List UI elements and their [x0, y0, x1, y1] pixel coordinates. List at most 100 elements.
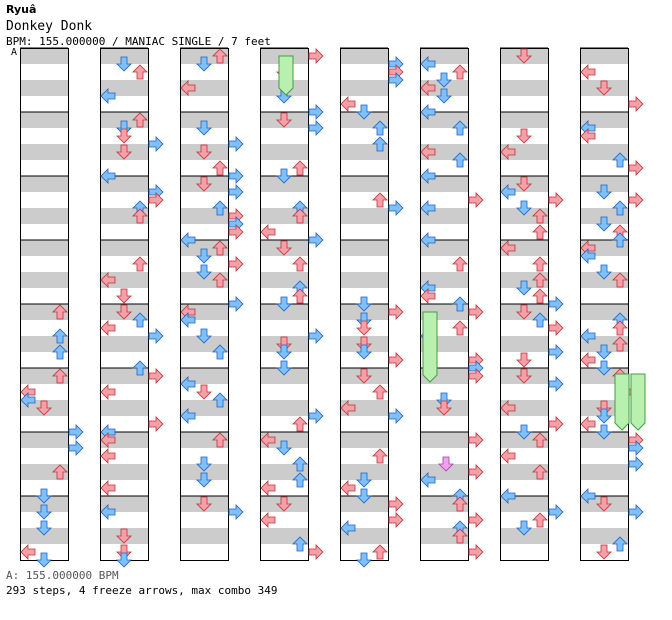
beat-stripe	[20, 416, 68, 432]
step-arrow	[228, 184, 244, 200]
beat-stripe	[180, 432, 228, 448]
beat-stripe	[260, 384, 308, 400]
beat-stripe	[260, 96, 308, 112]
beat-stripe	[340, 464, 388, 480]
beat-stripe	[100, 400, 148, 416]
beat-stripe	[260, 368, 308, 384]
step-arrow	[500, 448, 516, 464]
beat-stripe	[340, 144, 388, 160]
step-arrow	[36, 400, 52, 416]
beat-stripe	[260, 128, 308, 144]
beat-stripe	[580, 160, 628, 176]
beat-stripe	[340, 384, 388, 400]
step-arrow	[180, 376, 196, 392]
beat-stripe	[500, 336, 548, 352]
beat-stripe	[420, 224, 468, 240]
beat-stripe	[100, 496, 148, 512]
beat-stripe	[100, 48, 148, 64]
beat-stripe	[180, 448, 228, 464]
beat-stripe	[500, 192, 548, 208]
beat-stripe	[500, 64, 548, 80]
beat-stripe	[420, 384, 468, 400]
beat-stripe	[420, 240, 468, 256]
beat-stripe	[260, 416, 308, 432]
chart-column	[180, 47, 229, 561]
step-arrow	[228, 168, 244, 184]
beat-stripe	[420, 80, 468, 96]
column-border	[580, 48, 629, 561]
beat-stripe	[340, 128, 388, 144]
step-arrow	[132, 360, 148, 376]
step-arrow	[420, 472, 436, 488]
beat-stripe	[420, 64, 468, 80]
step-arrow	[180, 80, 196, 96]
step-arrow	[116, 120, 132, 136]
beat-stripe	[20, 320, 68, 336]
beat-stripe	[260, 528, 308, 544]
step-arrow	[612, 232, 628, 248]
step-arrow	[388, 304, 404, 320]
step-arrow	[452, 296, 468, 312]
chart-column	[420, 47, 469, 561]
beat-stripe	[580, 224, 628, 240]
step-arrow	[308, 328, 324, 344]
step-arrow	[52, 464, 68, 480]
beat-stripe	[420, 528, 468, 544]
step-arrow	[308, 48, 324, 64]
beat-stripe	[580, 48, 628, 64]
step-arrow	[196, 120, 212, 136]
beat-stripe	[180, 416, 228, 432]
beat-stripe	[500, 400, 548, 416]
step-arrow	[452, 152, 468, 168]
step-arrow	[308, 408, 324, 424]
step-arrow	[548, 504, 564, 520]
step-arrow	[516, 368, 532, 384]
beat-stripe	[260, 448, 308, 464]
step-arrow	[532, 224, 548, 240]
beat-stripe	[180, 112, 228, 128]
step-arrow	[116, 304, 132, 320]
beat-stripe	[260, 208, 308, 224]
freeze-arrow	[278, 55, 294, 96]
step-arrow	[596, 496, 612, 512]
step-arrow	[100, 168, 116, 184]
beat-stripe	[500, 160, 548, 176]
step-arrow	[212, 200, 228, 216]
beat-stripe	[20, 496, 68, 512]
step-arrow	[196, 56, 212, 72]
step-arrow	[516, 48, 532, 64]
beat-stripe	[180, 368, 228, 384]
step-arrow	[452, 320, 468, 336]
beat-stripe	[500, 496, 548, 512]
column-border	[260, 48, 309, 561]
beat-stripe	[340, 224, 388, 240]
step-arrow	[212, 432, 228, 448]
beat-stripe	[420, 144, 468, 160]
step-arrow	[420, 232, 436, 248]
step-arrow	[452, 496, 468, 512]
step-arrow	[20, 544, 36, 560]
beat-stripe	[340, 400, 388, 416]
beat-stripe	[20, 240, 68, 256]
step-arrow	[596, 264, 612, 280]
beat-stripe	[20, 192, 68, 208]
beat-stripe	[100, 272, 148, 288]
step-arrow	[196, 384, 212, 400]
beat-stripe	[420, 480, 468, 496]
beat-stripe	[500, 144, 548, 160]
beat-stripe	[340, 528, 388, 544]
step-arrow	[420, 144, 436, 160]
step-arrow	[500, 400, 516, 416]
step-arrow	[100, 448, 116, 464]
beat-stripe	[340, 208, 388, 224]
step-arrow	[356, 320, 372, 336]
column-border	[420, 48, 469, 561]
step-arrow	[372, 136, 388, 152]
beat-stripe	[100, 80, 148, 96]
step-arrow	[292, 456, 308, 472]
beat-stripe	[100, 416, 148, 432]
step-arrow	[52, 344, 68, 360]
beat-stripe	[100, 256, 148, 272]
chart-column	[340, 47, 389, 561]
